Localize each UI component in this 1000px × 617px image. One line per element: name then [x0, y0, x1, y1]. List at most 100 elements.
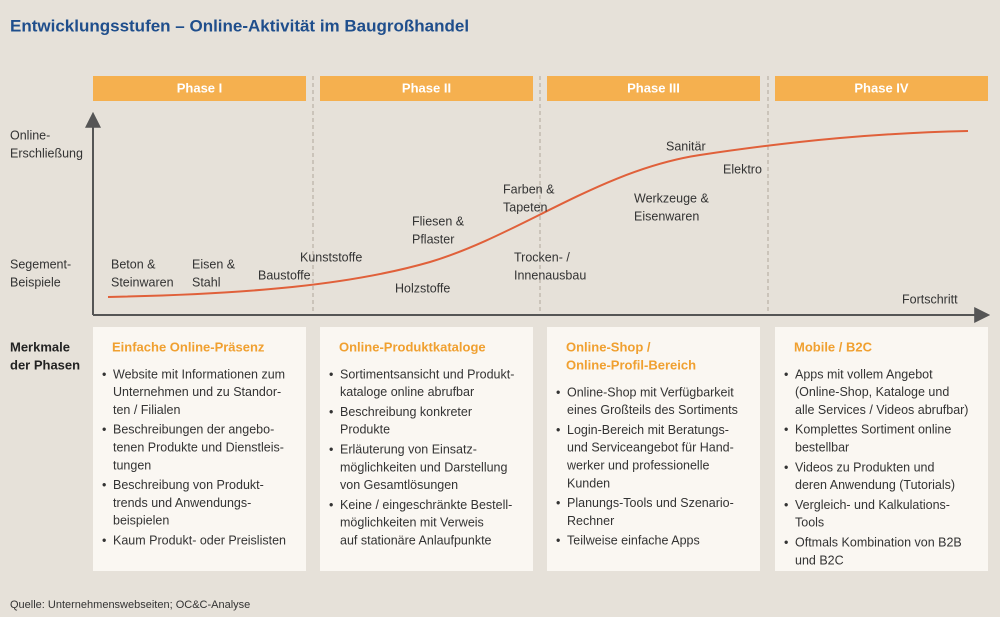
bullet-text: Planungs-Tools und Szenario- — [567, 496, 734, 510]
curve — [107, 130, 969, 298]
bullet-text: Rechner — [567, 514, 614, 528]
bullet-text: Website mit Informationen zum — [113, 367, 285, 381]
phase-card — [547, 327, 760, 571]
bullet-text: Keine / eingeschränkte Bestell- — [340, 498, 512, 512]
bullet-text: Komplettes Sortiment online — [795, 423, 951, 437]
bullet: • — [102, 478, 106, 492]
bullet-text: ten / Filialen — [113, 403, 180, 417]
bullet-text: und Serviceangebot für Hand- — [567, 441, 734, 455]
segment-label: Innenausbau — [514, 268, 586, 282]
bullet-text: (Online-Shop, Kataloge und — [795, 385, 949, 399]
segment-label: Eisen & — [192, 257, 236, 271]
bullet: • — [556, 534, 560, 548]
bullet-text: Kunden — [567, 476, 610, 490]
segment-label: Farben & — [503, 182, 555, 196]
bullet: • — [556, 385, 560, 399]
bullet-text: von Gesamtlösungen — [340, 478, 458, 492]
bullet-text: Kaum Produkt- oder Preislisten — [113, 533, 286, 547]
phase-heading: Einfache Online-Präsenz — [112, 339, 265, 354]
bullet-text: Produkte — [340, 423, 390, 437]
x-axis-label: Fortschritt — [902, 292, 958, 306]
segment-label: Eisenwaren — [634, 209, 699, 223]
phase-heading: Mobile / B2C — [794, 339, 873, 354]
bullet: • — [784, 498, 788, 512]
phase-card — [775, 327, 988, 571]
bullet-text: möglichkeiten und Darstellung — [340, 460, 508, 474]
phase-label: Phase III — [627, 80, 680, 95]
phase-label: Phase IV — [854, 80, 909, 95]
bullet-text: Unternehmen und zu Standor- — [113, 385, 281, 399]
bullet-text: kataloge online abrufbar — [340, 385, 474, 399]
bullet-text: Sortimentsansicht und Produkt- — [340, 367, 514, 381]
y-axis-label: Erschließung — [10, 146, 83, 160]
bullet: • — [102, 423, 106, 437]
phase-heading: Online-Shop / — [566, 339, 651, 354]
phase-card — [320, 327, 533, 571]
segment-label: Beton & — [111, 257, 156, 271]
bullet-text: eines Großteils des Sortiments — [567, 403, 738, 417]
bullet-text: Vergleich- und Kalkulations- — [795, 498, 950, 512]
phase-card — [93, 327, 306, 571]
bullet: • — [556, 423, 560, 437]
segment-label: Fliesen & — [412, 214, 465, 228]
bullet: • — [556, 496, 560, 510]
bullet: • — [329, 498, 333, 512]
phase-heading: Online-Produktkataloge — [339, 339, 486, 354]
bullet-text: bestellbar — [795, 440, 849, 454]
row-label: der Phasen — [10, 357, 80, 372]
segment-label: Elektro — [723, 162, 762, 176]
segment-label: Trocken- / — [514, 250, 570, 264]
bullet-text: Login-Bereich mit Beratungs- — [567, 423, 729, 437]
phase-label: Phase II — [402, 80, 451, 95]
row-label: Merkmale — [10, 339, 70, 354]
bullet: • — [784, 535, 788, 549]
bullet-text: Beschreibung konkreter — [340, 405, 472, 419]
bullet-text: Apps mit vollem Angebot — [795, 367, 933, 381]
bullet: • — [102, 533, 106, 547]
bullet-text: tungen — [113, 458, 151, 472]
bullet: • — [784, 460, 788, 474]
segment-label: Baustoffe — [258, 268, 311, 282]
y-axis-label: Beispiele — [10, 275, 61, 289]
source: Quelle: Unternehmenswebseiten; OC&C-Anal… — [10, 599, 250, 611]
segment-label: Steinwaren — [111, 275, 174, 289]
phase-label: Phase I — [177, 80, 223, 95]
bullet-text: Online-Shop mit Verfügbarkeit — [567, 385, 734, 399]
bullet-text: deren Anwendung (Tutorials) — [795, 478, 955, 492]
bullet: • — [784, 423, 788, 437]
segment-label: Stahl — [192, 275, 221, 289]
segment-label: Tapeten — [503, 200, 548, 214]
bullet-text: werker und professionelle — [566, 458, 709, 472]
y-axis-label: Segement- — [10, 257, 71, 271]
bullet-text: Beschreibungen der angebo- — [113, 423, 274, 437]
phase-bar — [320, 76, 533, 101]
bullet: • — [329, 442, 333, 456]
bullet-text: beispielen — [113, 514, 169, 528]
segment-label: Pflaster — [412, 232, 454, 246]
bullet-text: tenen Produkte und Dienstleis- — [113, 440, 284, 454]
title: Entwicklungsstufen – Online-Aktivität im… — [10, 16, 469, 35]
bullet-text: auf stationäre Anlaufpunkte — [340, 533, 492, 547]
bullet-text: alle Services / Videos abrufbar) — [795, 403, 968, 417]
bullet-text: möglichkeiten mit Verweis — [340, 516, 484, 530]
bullet-text: Teilweise einfache Apps — [567, 534, 700, 548]
bullet-text: trends und Anwendungs- — [113, 496, 251, 510]
phase-bar — [547, 76, 760, 101]
segment-label: Kunststoffe — [300, 250, 362, 264]
bullet: • — [329, 405, 333, 419]
bullet-text: Beschreibung von Produkt- — [113, 478, 264, 492]
bullet-text: Erläuterung von Einsatz- — [340, 442, 477, 456]
y-axis-label: Online- — [10, 128, 50, 142]
segment-label: Sanitär — [666, 139, 706, 153]
phase-heading: Online-Profil-Bereich — [566, 357, 696, 372]
bullet: • — [102, 367, 106, 381]
bullet-text: Tools — [795, 516, 824, 530]
bullet: • — [329, 367, 333, 381]
bullet-text: und B2C — [795, 553, 844, 567]
bullet-text: Oftmals Kombination von B2B — [795, 535, 962, 549]
bullet: • — [784, 367, 788, 381]
segment-label: Holzstoffe — [395, 281, 450, 295]
segment-label: Werkzeuge & — [634, 191, 709, 205]
bullet-text: Videos zu Produkten und — [795, 460, 935, 474]
